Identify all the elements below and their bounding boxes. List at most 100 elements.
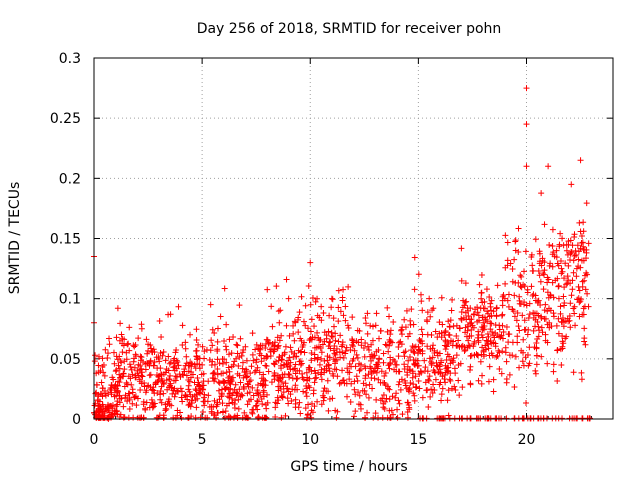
data-point [386,386,393,393]
data-point [101,412,108,419]
data-point [503,358,510,365]
data-point [397,386,404,393]
data-point [278,414,285,421]
x-tick-label: 15 [409,432,427,448]
data-point [431,349,438,356]
data-point [475,377,482,384]
data-point [305,325,312,332]
data-point [503,323,510,330]
data-point [102,390,109,397]
data-point [577,228,584,235]
data-point [424,387,431,394]
data-point [449,296,456,303]
data-point [128,381,135,388]
data-point [328,333,335,340]
data-point [216,396,223,403]
data-point [541,221,548,228]
data-point [451,383,458,390]
data-point [163,377,170,384]
data-point [249,351,256,358]
data-point [356,392,363,399]
data-point [126,324,133,331]
data-point [470,311,477,318]
data-point [283,322,290,329]
data-point [511,256,518,263]
data-point [228,363,235,370]
data-point [417,338,424,345]
data-point [560,293,567,300]
data-point [117,320,124,327]
data-point [424,318,431,325]
data-point [132,341,139,348]
data-point [491,334,498,341]
data-point [410,381,417,388]
data-point [512,247,519,254]
data-point [375,376,382,383]
data-point [199,361,206,368]
data-point [368,341,375,348]
data-point [387,354,394,361]
data-point [465,337,472,344]
data-point [578,239,585,246]
data-point [158,334,165,341]
data-point [567,300,574,307]
data-point [362,372,369,379]
data-point [538,314,545,321]
data-point [478,271,485,278]
data-point [311,367,318,374]
data-point [292,370,299,377]
data-point [183,372,190,379]
data-point [416,385,423,392]
data-point [179,322,186,329]
data-point [386,396,393,403]
data-point [147,357,154,364]
data-point [239,359,246,366]
data-point [156,317,163,324]
data-point [258,358,265,365]
data-point [201,394,208,401]
data-point [584,271,591,278]
data-point [268,303,275,310]
data-point [410,356,417,363]
data-point [359,387,366,394]
data-point [453,342,460,349]
data-point [505,303,512,310]
data-point [292,319,299,326]
data-point [314,329,321,336]
data-point [236,386,243,393]
data-point [356,327,363,334]
data-point [365,371,372,378]
data-point [159,379,166,386]
data-point [453,333,460,340]
data-point [325,328,332,335]
data-point [364,330,371,337]
data-point [379,395,386,402]
data-point [513,317,520,324]
data-point [424,331,431,338]
data-point [249,409,256,416]
data-point [304,411,311,418]
data-point [577,157,584,164]
data-point [279,371,286,378]
data-point [536,327,543,334]
data-point [480,305,487,312]
data-point [342,347,349,354]
data-point [181,368,188,375]
data-point [406,330,413,337]
data-point [279,393,286,400]
data-point [128,366,135,373]
data-point [465,312,472,319]
data-point [438,397,445,404]
data-point [424,368,431,375]
x-axis-label: GPS time / hours [290,459,407,475]
data-point [286,371,293,378]
data-point [434,415,441,422]
data-point [494,282,501,289]
data-point [578,233,585,240]
data-point [565,238,572,245]
data-point [262,340,269,347]
data-point [575,283,582,290]
data-point [386,339,393,346]
data-point [171,355,178,362]
data-point [155,373,162,380]
